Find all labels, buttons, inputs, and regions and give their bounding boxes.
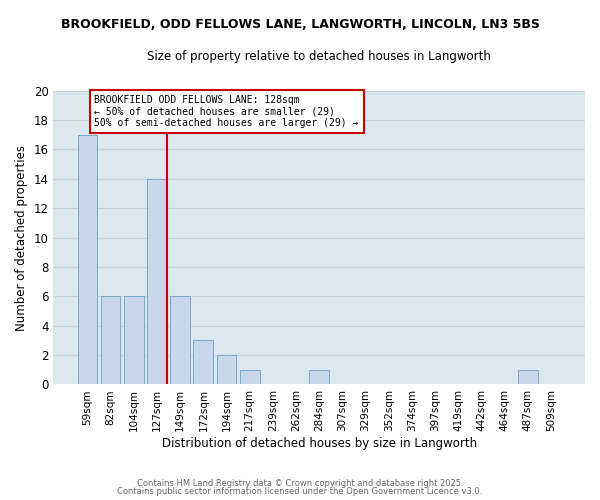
Text: Contains public sector information licensed under the Open Government Licence v3: Contains public sector information licen…: [118, 487, 482, 496]
Text: BROOKFIELD, ODD FELLOWS LANE, LANGWORTH, LINCOLN, LN3 5BS: BROOKFIELD, ODD FELLOWS LANE, LANGWORTH,…: [61, 18, 539, 30]
Bar: [217, 355, 236, 384]
Bar: [77, 134, 97, 384]
Bar: [147, 178, 167, 384]
X-axis label: Distribution of detached houses by size in Langworth: Distribution of detached houses by size …: [161, 437, 477, 450]
Bar: [101, 296, 121, 384]
Title: Size of property relative to detached houses in Langworth: Size of property relative to detached ho…: [147, 50, 491, 63]
Bar: [124, 296, 143, 384]
Bar: [170, 296, 190, 384]
Bar: [518, 370, 538, 384]
Bar: [310, 370, 329, 384]
Bar: [193, 340, 213, 384]
Text: BROOKFIELD ODD FELLOWS LANE: 128sqm
← 50% of detached houses are smaller (29)
50: BROOKFIELD ODD FELLOWS LANE: 128sqm ← 50…: [94, 95, 359, 128]
Y-axis label: Number of detached properties: Number of detached properties: [15, 144, 28, 330]
Bar: [240, 370, 260, 384]
Text: Contains HM Land Registry data © Crown copyright and database right 2025.: Contains HM Land Registry data © Crown c…: [137, 478, 463, 488]
